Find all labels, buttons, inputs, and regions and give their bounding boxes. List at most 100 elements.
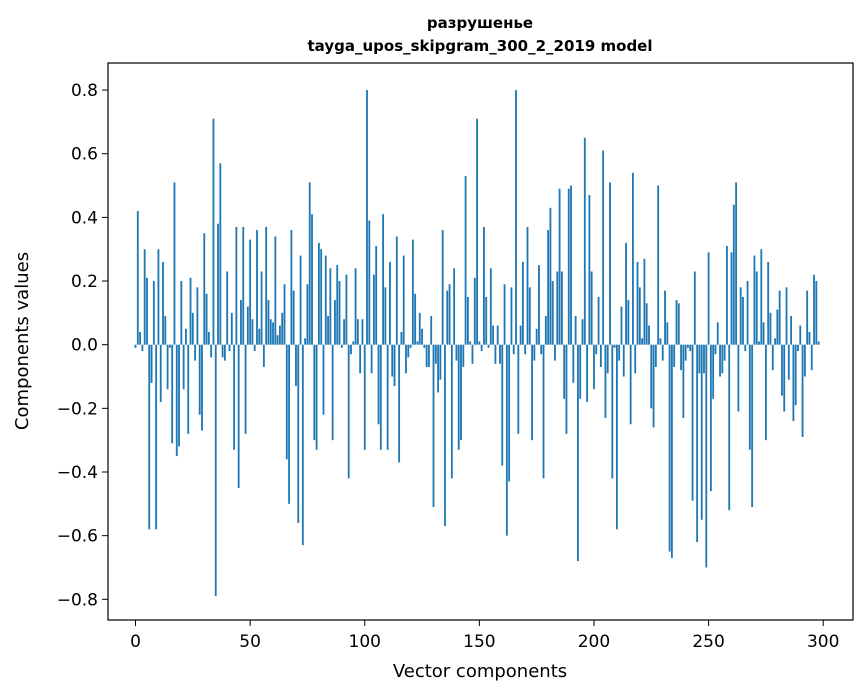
bar-component-29 [201,344,203,431]
bar-component-187 [563,344,566,399]
bar-component-22 [185,328,187,345]
bar-component-68 [290,230,293,345]
bar-component-198 [588,195,591,345]
bar-component-296 [813,274,815,345]
bar-component-113 [393,344,396,387]
bar-component-155 [489,268,492,345]
x-axis-label: Vector components [393,661,567,682]
bar-component-48 [244,344,247,434]
bar-component-290 [799,325,802,345]
bar-component-47 [242,226,245,345]
bar-component-36 [217,223,219,345]
bar-component-63 [279,325,281,345]
bar-component-294 [808,331,811,345]
bar-component-11 [159,344,162,402]
bar-component-181 [549,207,552,345]
bar-component-116 [400,331,403,345]
bar-component-160 [501,344,504,466]
bar-component-43 [233,344,235,450]
bar-component-115 [398,344,401,463]
bar-component-122 [414,293,417,345]
bar-component-203 [599,344,602,367]
chart-title: разрушенье [427,14,533,32]
bar-component-284 [785,287,788,345]
bar-component-256 [721,344,724,374]
bar-component-59 [269,319,272,345]
bar-component-176 [538,265,540,345]
bar-component-239 [682,344,685,418]
bar-component-258 [726,246,728,345]
bar-component-207 [609,182,611,345]
bar-component-161 [503,284,506,345]
bar-component-106 [377,344,380,425]
bar-component-34 [212,118,215,345]
bar-component-27 [196,287,199,345]
x-tick-label: 50 [239,632,261,652]
bar-component-184 [556,271,559,345]
y-tick-label: 0.0 [71,336,98,356]
bar-component-255 [719,344,721,377]
bar-component-86 [331,344,334,441]
bar-component-233 [668,344,671,552]
bar-component-58 [267,300,270,345]
bar-component-146 [469,341,472,345]
bar-component-250 [707,252,710,345]
bar-component-101 [366,90,368,345]
bar-component-119 [407,344,410,358]
bar-component-226 [652,344,655,428]
bar-component-139 [453,268,456,345]
bar-component-3 [141,344,144,352]
bar-component-18 [175,344,178,457]
bar-component-244 [693,271,696,345]
bar-component-75 [306,284,309,345]
bar-component-24 [189,277,192,345]
bar-component-251 [709,344,712,492]
bar-component-249 [705,344,708,568]
bar-component-298 [817,341,820,345]
bar-component-189 [567,188,570,345]
bar-component-69 [292,290,295,345]
bar-component-49 [246,306,249,345]
bar-component-83 [324,255,327,345]
bar-component-91 [343,319,346,345]
bar-component-287 [792,344,795,422]
bar-component-173 [531,344,533,441]
bar-component-125 [421,328,423,345]
bar-component-42 [230,312,233,345]
x-tick-label: 300 [807,632,839,652]
bar-component-1 [136,211,139,345]
bar-component-65 [283,284,286,345]
bar-component-204 [602,150,605,345]
bar-component-264 [739,287,742,345]
bar-component-225 [650,344,653,409]
bar-component-238 [680,344,682,371]
bar-component-102 [368,220,371,345]
bar-component-15 [168,344,171,348]
bar-component-254 [716,322,719,345]
bar-component-159 [499,344,501,364]
bar-component-170 [524,344,527,355]
bar-component-174 [533,344,536,361]
chart-subtitle: tayga_upos_skipgram_300_2_2019 model [308,37,653,55]
bar-component-285 [787,344,790,380]
y-tick-label: −0.8 [57,590,98,610]
bar-component-67 [288,344,291,504]
bar-component-135 [444,344,446,527]
bar-component-129 [430,316,433,345]
bar-component-268 [748,344,751,450]
bar-component-165 [512,344,515,355]
bar-component-92 [345,274,348,345]
bar-component-14 [166,344,169,390]
bar-component-72 [299,255,302,345]
bar-component-46 [240,300,242,345]
bar-component-7 [150,344,153,383]
bar-component-60 [272,322,274,345]
bar-component-150 [478,341,481,345]
bar-component-210 [615,344,618,530]
bar-component-88 [336,265,339,345]
bar-component-71 [297,344,300,523]
bar-component-127 [425,344,428,367]
bar-component-73 [301,344,304,546]
y-tick-label: −0.2 [57,399,98,419]
